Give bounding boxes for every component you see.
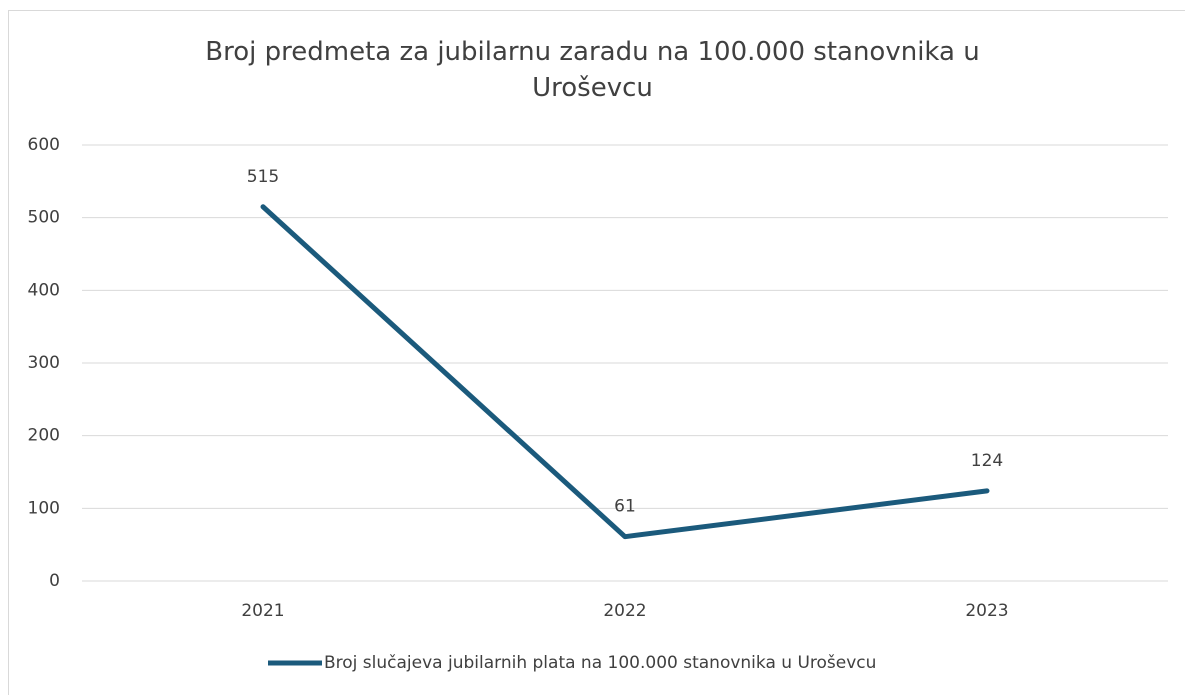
data-label: 61 bbox=[614, 497, 636, 517]
x-tick-label: 2022 bbox=[603, 601, 646, 621]
legend-label: Broj slučajeva jubilarnih plata na 100.0… bbox=[324, 653, 876, 673]
y-tick-label: 100 bbox=[28, 498, 60, 518]
chart-title: Broj predmeta za jubilarnu zaradu na 100… bbox=[205, 37, 980, 103]
y-tick-label: 200 bbox=[28, 426, 60, 446]
chart-border bbox=[8, 10, 1185, 695]
y-tick-label: 400 bbox=[28, 280, 60, 300]
y-tick-label: 600 bbox=[28, 135, 60, 155]
line-series bbox=[260, 204, 990, 540]
x-tick-label: 2021 bbox=[241, 601, 284, 621]
y-tick-label: 500 bbox=[28, 208, 60, 228]
y-tick-label: 0 bbox=[49, 571, 60, 591]
y-tick-label: 300 bbox=[28, 353, 60, 373]
data-label: 124 bbox=[971, 451, 1003, 471]
x-tick-label: 2023 bbox=[965, 601, 1008, 621]
data-label: 515 bbox=[247, 167, 279, 187]
